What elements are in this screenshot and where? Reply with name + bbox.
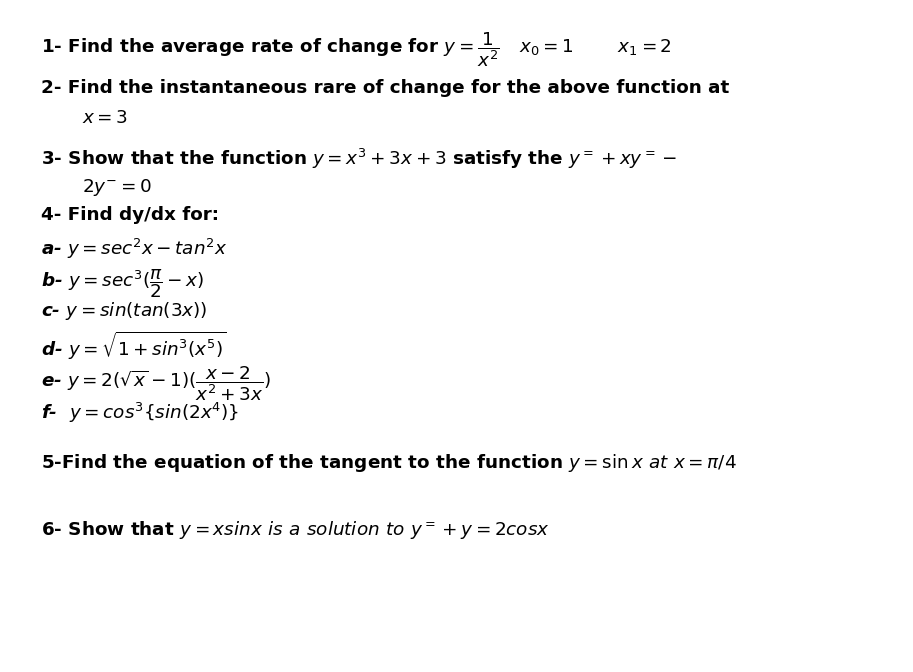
Text: d- $y = \sqrt{1 + sin^3(x^5)}$: d- $y = \sqrt{1 + sin^3(x^5)}$ [41, 330, 226, 362]
Text: 1- Find the average rate of change for $y = \dfrac{1}{x^2}$   $x_0 = 1$       $x: 1- Find the average rate of change for $… [41, 30, 672, 69]
Text: 2- Find the instantaneous rare of change for the above function at: 2- Find the instantaneous rare of change… [41, 79, 729, 97]
Text: f-  $y = cos^3\{sin(2x^4)\}$: f- $y = cos^3\{sin(2x^4)\}$ [41, 401, 239, 425]
Text: 3- Show that the function $y = x^3 + 3x + 3$ satisfy the $y^{=} + xy^{=} -$: 3- Show that the function $y = x^3 + 3x … [41, 146, 677, 171]
Text: a- $y = sec^2x - tan^2x$: a- $y = sec^2x - tan^2x$ [41, 237, 227, 261]
Text: e- $y = 2(\sqrt{x} - 1)(\dfrac{x-2}{x^2+3x})$: e- $y = 2(\sqrt{x} - 1)(\dfrac{x-2}{x^2+… [41, 364, 271, 403]
Text: 5-Find the equation of the tangent to the function $y = \sin x$ $at$ $x = \pi/4$: 5-Find the equation of the tangent to th… [41, 452, 737, 474]
Text: $2y^{-} = 0$: $2y^{-} = 0$ [82, 177, 152, 198]
Text: 4- Find dy/dx for:: 4- Find dy/dx for: [41, 206, 219, 224]
Text: 6- Show that $y = xsinx$ $is$ $a$ $solution$ $to$ $y^{=} + y = 2cosx$: 6- Show that $y = xsinx$ $is$ $a$ $solut… [41, 519, 550, 541]
Text: $x = 3$: $x = 3$ [82, 109, 129, 127]
Text: b- $y = sec^3(\dfrac{\pi}{2} - x)$: b- $y = sec^3(\dfrac{\pi}{2} - x)$ [41, 267, 205, 300]
Text: c- $y = sin(tan(3x))$: c- $y = sin(tan(3x))$ [41, 300, 207, 322]
